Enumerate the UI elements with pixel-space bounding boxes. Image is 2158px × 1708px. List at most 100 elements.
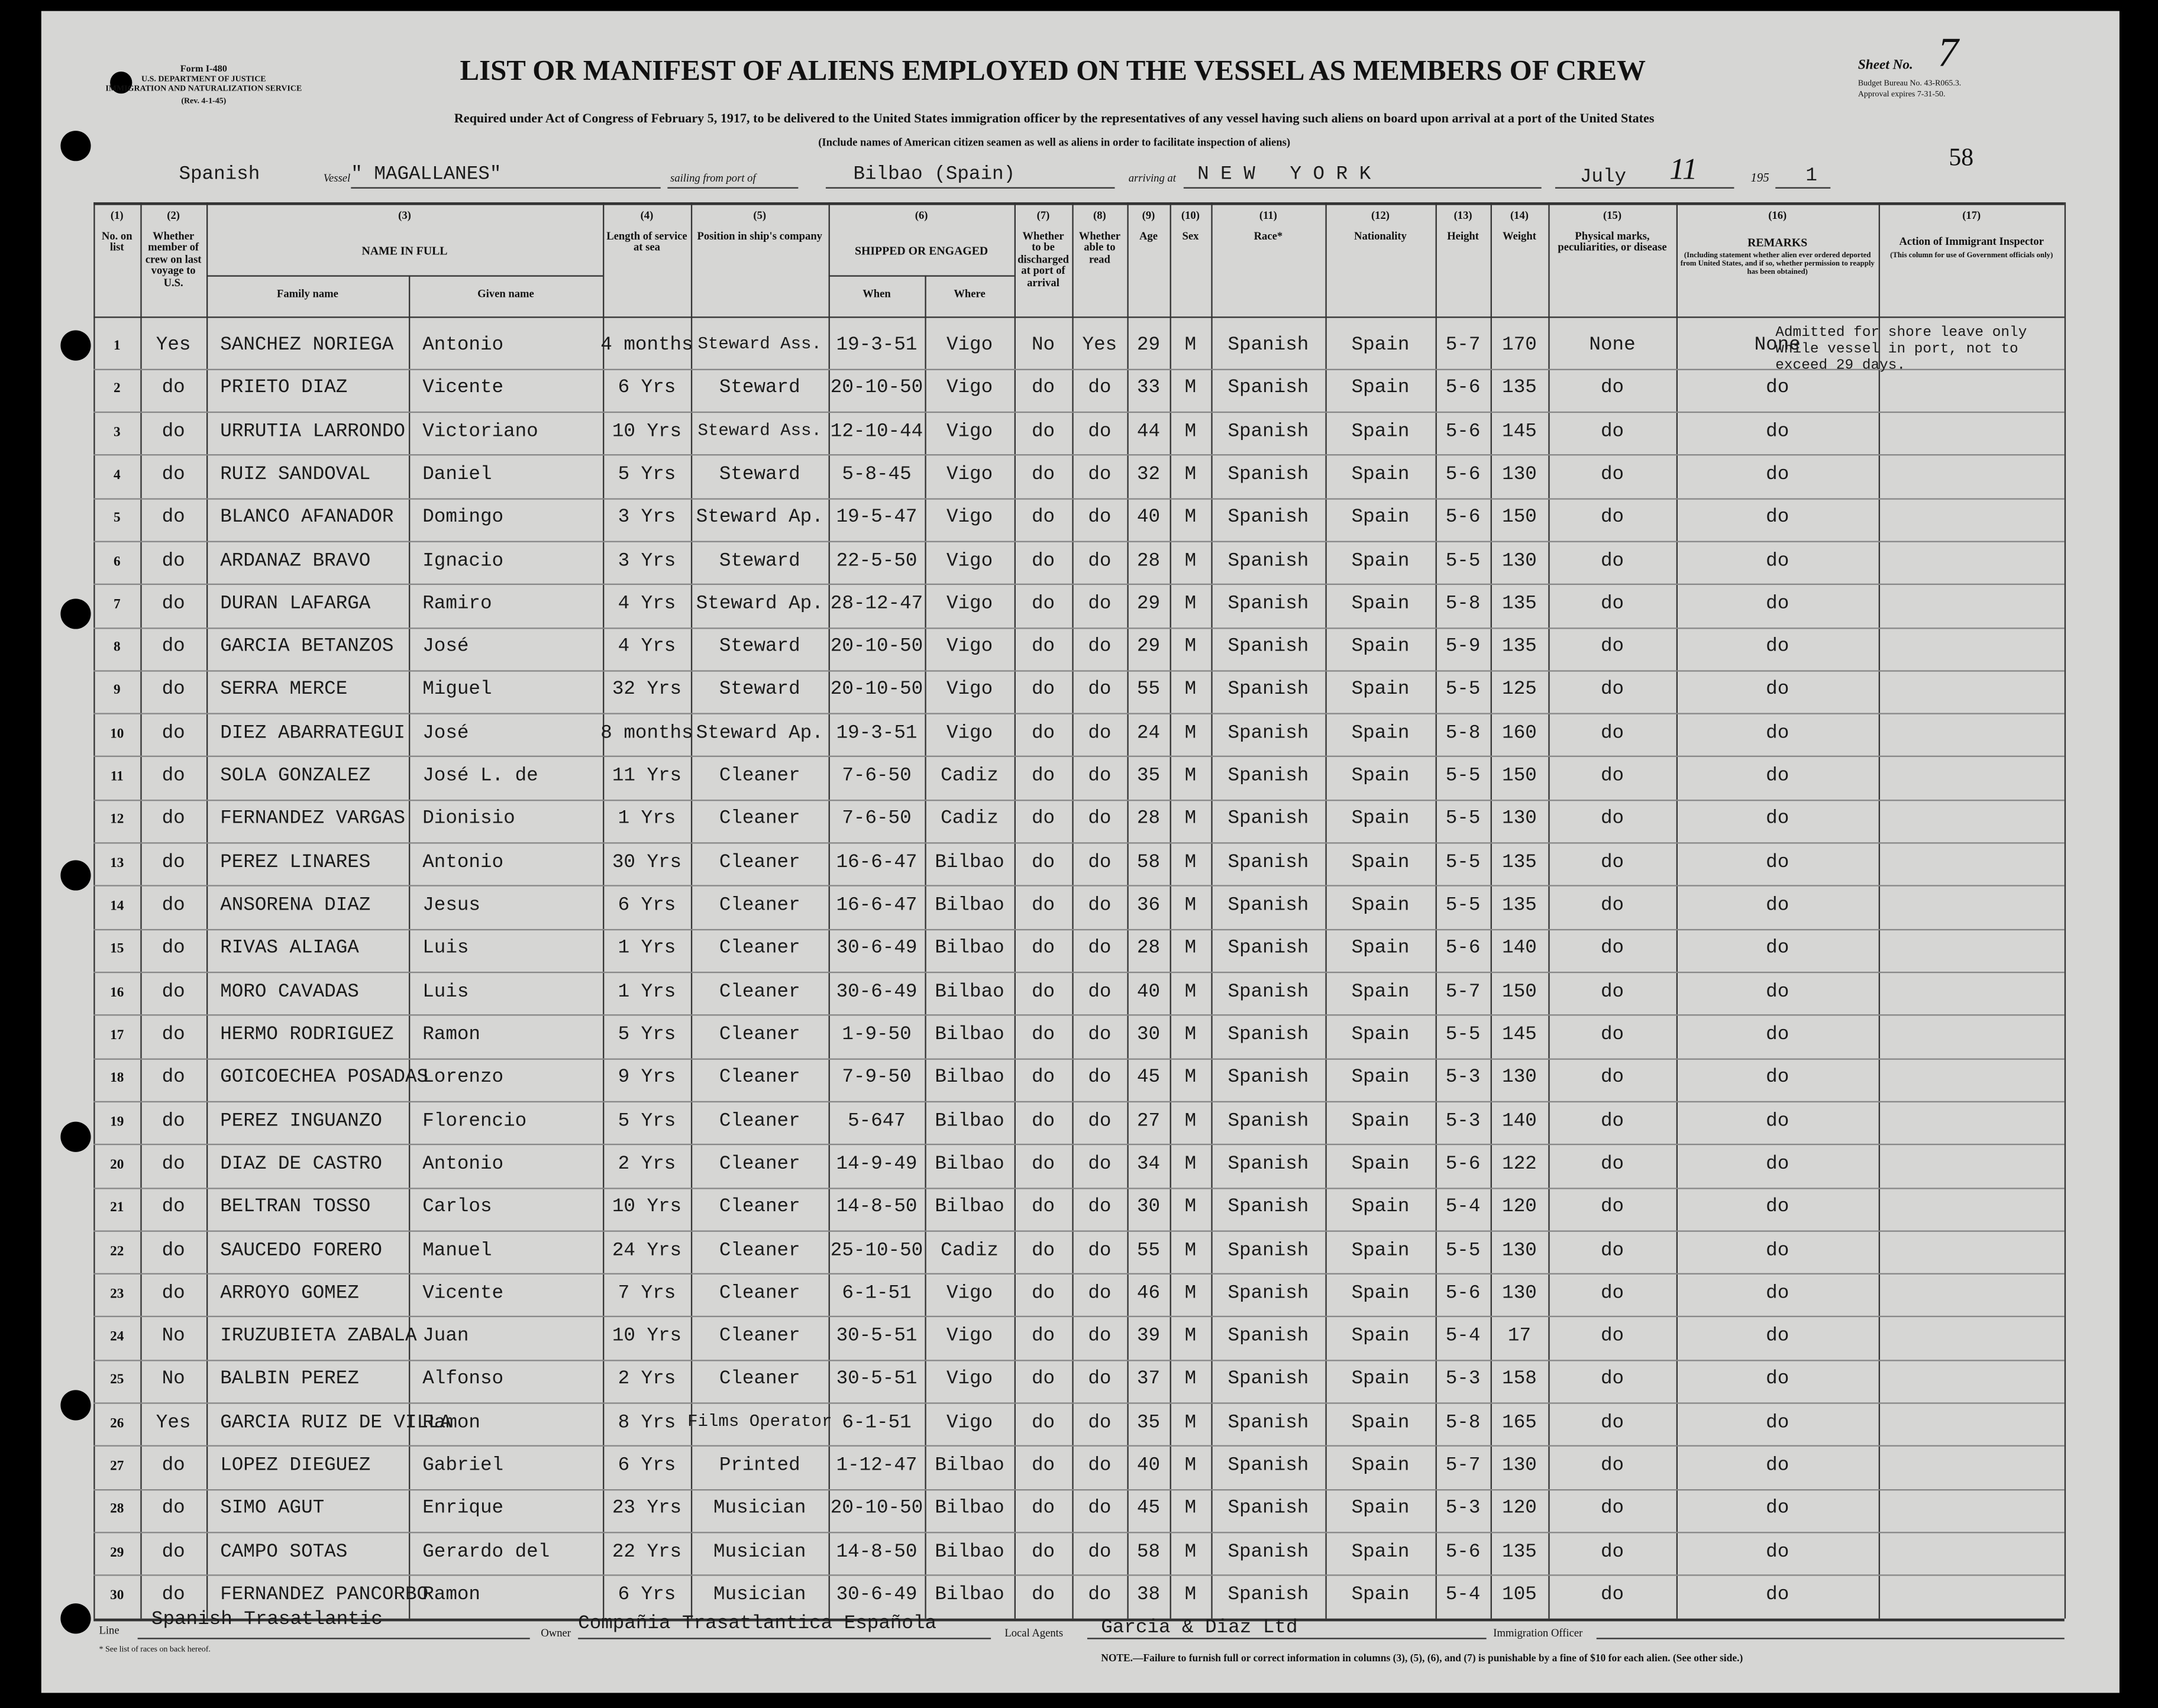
cell: Vigo [946,679,993,701]
cell: 1 Yrs [618,981,676,1003]
punch-hole [60,1603,91,1634]
cell: do [1088,981,1112,1003]
cell: Spain [1351,1196,1410,1219]
row-rule [93,497,2065,499]
cell: Cleaner [719,937,800,960]
column-number: (5) [753,209,767,222]
underline [1555,187,1734,189]
cell: 20-10-50 [830,377,923,400]
cell: do [1088,1412,1112,1434]
cell: 19-3-51 [836,334,918,357]
sub-header: Family name [276,287,338,300]
cell: do [1766,636,1789,658]
row-number: 24 [110,1329,124,1345]
cell: 55 [1136,1239,1161,1261]
cell: do [1600,1196,1624,1219]
cell: Yes [156,1412,191,1434]
cell: do [1031,679,1055,701]
cell: 130 [1502,1239,1537,1261]
cell: 150 [1502,981,1537,1003]
cell: 37 [1136,1369,1161,1391]
column-note: (Including statement whether alien ever … [1680,251,1875,276]
cell: LOPEZ DIEGUEZ [220,1454,371,1477]
cell: 5-5 [1445,765,1481,788]
cell: Vicente [422,377,504,400]
cell: M [1184,506,1197,529]
column-number: (15) [1603,209,1622,222]
cell: PRIETO DIAZ [220,377,348,400]
cell: Bilbao [935,1454,1004,1477]
cell: 30 [1136,1196,1161,1219]
cell: 135 [1502,894,1537,917]
year: 195 [1750,170,1769,185]
form-info: Form I-480 [180,63,227,75]
cell: do [161,1024,185,1046]
cell: 17 [1507,1325,1532,1348]
underline [667,187,799,189]
row-rule [93,713,2065,714]
row-rule [93,669,2065,671]
cell: M [1184,1067,1197,1089]
cell: do [1600,981,1624,1003]
column-rule [1676,202,1678,1619]
cell: 5-9 [1445,636,1481,658]
label: arriving at [1128,172,1176,185]
cell: 7-9-50 [842,1067,912,1089]
cell: RUIZ SANDOVAL [220,464,371,486]
row-rule [93,885,2065,887]
cell: M [1184,894,1197,917]
row-number: 4 [113,468,121,483]
row-number: 26 [110,1416,124,1431]
cell: 5-647 [848,1110,906,1133]
cell: Steward [719,377,800,400]
cell: 12-10-44 [830,420,923,443]
cell: do [1600,679,1624,701]
column-rule [828,202,830,1619]
cell: 10 Yrs [612,420,682,443]
row-number: 11 [110,769,124,785]
cell: do [1766,1369,1789,1391]
cell: do [1088,1024,1112,1046]
cell: PEREZ INGUANZO [220,1110,382,1133]
column-number: (12) [1371,209,1390,222]
row-number: 14 [110,898,124,914]
cell: do [1766,1454,1789,1477]
punch-hole [60,599,91,629]
cell: Bilbao [935,894,1004,917]
cell: do [1766,1325,1789,1348]
day: 11 [1669,151,1698,186]
cell: Gabriel [422,1454,504,1477]
cell: M [1184,1024,1197,1046]
cell: do [1766,1497,1789,1521]
row-number: 13 [110,855,124,871]
cell: 120 [1502,1497,1537,1521]
cell: Spanish [1227,1541,1309,1563]
cell: 3 Yrs [618,549,676,572]
cell: Spain [1351,420,1410,443]
cell: do [1600,1369,1624,1391]
cell: Steward [719,679,800,701]
row-rule [93,756,2065,757]
cell: do [161,1497,185,1521]
cell: do [1088,506,1112,529]
cell: 32 Yrs [612,679,682,701]
underline [137,1638,530,1639]
column-header: REMARKS [1747,235,1808,250]
cell: Steward Ass. [697,334,822,354]
cell: 4 Yrs [618,636,676,658]
cell: 5-5 [1445,549,1481,572]
cell: 30-6-49 [836,1584,918,1606]
cell: Spanish [1227,1325,1309,1348]
cell: 5-3 [1445,1110,1481,1133]
cell: Cleaner [719,765,800,788]
port: Bilbao (Spain) [853,163,1016,186]
cell: 6 Yrs [618,1454,676,1477]
cell: do [161,937,185,960]
cell: Spain [1351,1110,1410,1133]
column-number: (16) [1768,209,1787,222]
cell: Bilbao [935,851,1004,874]
cell: Spanish [1227,679,1309,701]
local-agents: Garcia & Diaz Ltd [1101,1617,1298,1639]
cell: Antonio [422,851,504,874]
row-number: 20 [110,1157,124,1173]
